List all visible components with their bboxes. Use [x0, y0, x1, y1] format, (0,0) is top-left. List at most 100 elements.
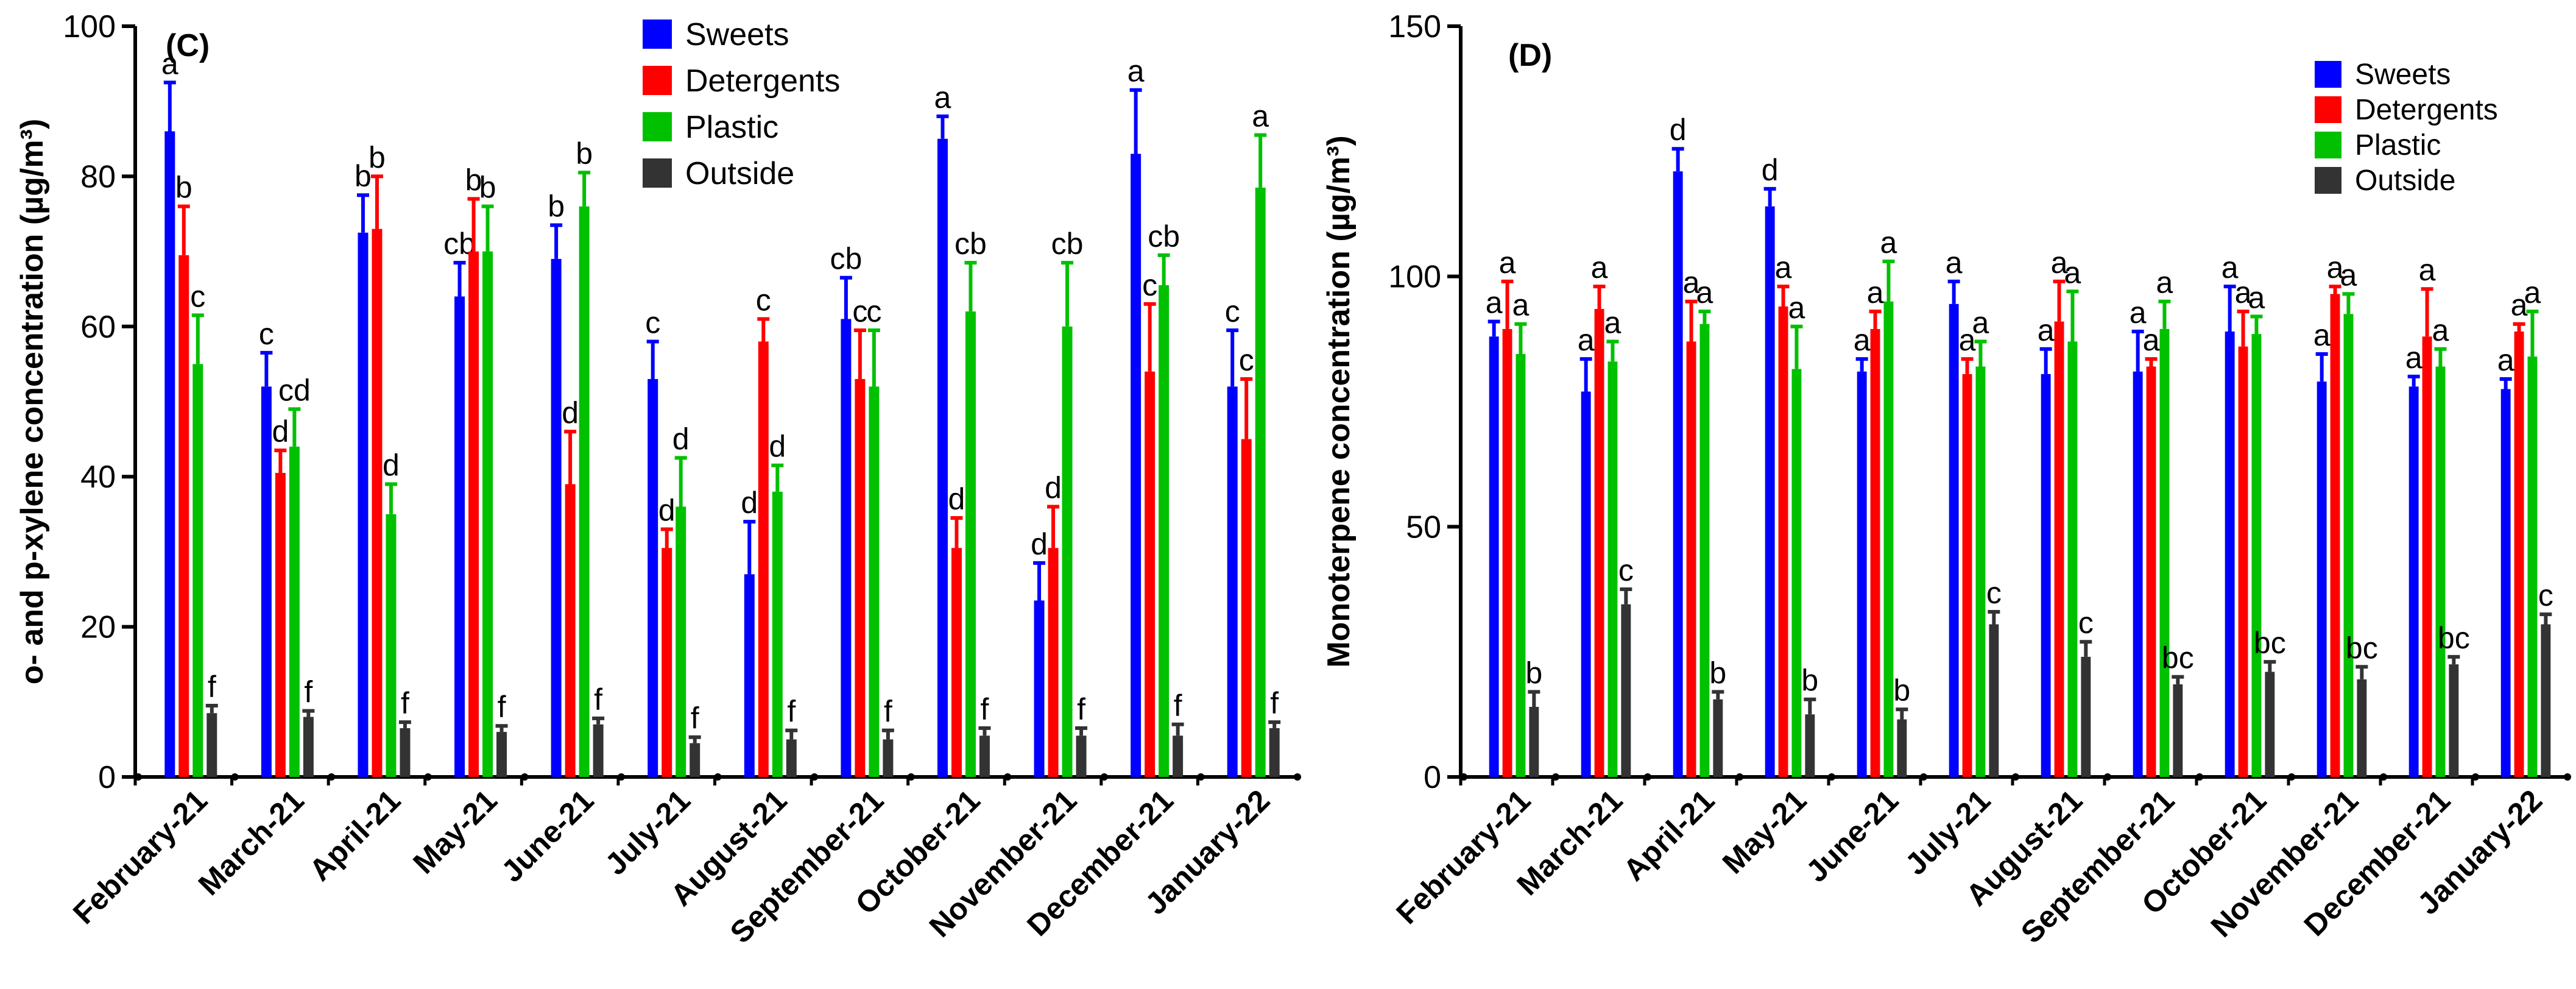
x-tick-label: May-21 [406, 783, 503, 880]
axis-dot [2288, 773, 2295, 781]
y-tick-label: 20 [80, 610, 116, 645]
significance-letter: d [658, 493, 676, 527]
axis-dot [424, 773, 432, 781]
axis-dot [1460, 773, 1467, 781]
significance-letter: c [2538, 578, 2553, 612]
legend-label-detergents: Detergents [685, 63, 840, 99]
bar-plastic-june-21 [579, 206, 590, 777]
significance-letter: c [645, 305, 660, 339]
significance-letter: c [1618, 553, 1634, 587]
significance-letter: a [1127, 54, 1145, 88]
y-tick-label: 100 [1388, 260, 1441, 295]
bar-plastic-november-21 [1062, 326, 1073, 777]
chart-panel-D: 0 50 100 150 Monoterpene concentration (µg/m… [1321, 9, 2571, 950]
legend-label-sweets: Sweets [685, 17, 789, 52]
significance-letter: a [2130, 296, 2147, 330]
bar-plastic-august-21 [772, 491, 783, 777]
significance-letter: d [383, 448, 400, 483]
significance-letter: a [1591, 250, 1608, 285]
axis-dot [2196, 773, 2203, 781]
significance-letter: a [1696, 275, 1713, 310]
significance-letter: a [1880, 225, 1897, 260]
axis-dot [2012, 773, 2019, 781]
bar-outside-november-21 [2357, 679, 2367, 777]
panel-label: (D) [1508, 38, 1552, 73]
bar-plastic-december-21 [1159, 285, 1170, 777]
axis-dot [135, 773, 142, 781]
significance-letter: f [594, 682, 602, 717]
y-axis-title: o- and p-xylene concentration (µg/m³) [15, 119, 50, 684]
significance-letter: bc [2162, 641, 2194, 675]
significance-letter: b [1525, 656, 1542, 690]
bar-outside-february-21 [1529, 707, 1539, 777]
bar-detergents-december-21 [1145, 371, 1156, 777]
significance-letter: a [1867, 275, 1884, 310]
bar-plastic-april-21 [386, 514, 397, 777]
axis-dot [1100, 773, 1108, 781]
axis-dot [1736, 773, 1743, 781]
y-tick-label: 0 [98, 760, 116, 795]
significance-letter: a [2327, 250, 2344, 285]
bar-detergents-october-21 [2238, 346, 2248, 777]
significance-letter: a [1683, 266, 1700, 300]
bar-sweets-july-21 [648, 379, 658, 777]
bar-plastic-march-21 [289, 446, 300, 777]
significance-letter: d [562, 395, 579, 430]
significance-letter: b [369, 140, 386, 174]
bar-detergents-july-21 [662, 548, 672, 777]
bar-sweets-september-21 [841, 319, 852, 777]
axis-dot [328, 773, 336, 781]
bar-sweets-july-21 [1949, 303, 1959, 778]
bar-detergents-may-21 [1778, 306, 1788, 777]
axis-dot [1644, 773, 1651, 781]
significance-letter: a [1252, 99, 1269, 133]
significance-letter: f [980, 692, 989, 726]
x-tick-label: April-21 [303, 783, 407, 887]
axis-dot [1552, 773, 1559, 781]
significance-letter: bc [2254, 626, 2286, 660]
axis-dot [2472, 773, 2479, 781]
bar-detergents-august-21 [758, 341, 769, 777]
legend-label-outside: Outside [2355, 165, 2455, 197]
bar-detergents-november-21 [2330, 294, 2340, 777]
significance-letter: c [1142, 268, 1157, 302]
bar-sweets-november-21 [1034, 600, 1045, 777]
bar-detergents-april-21 [372, 229, 383, 777]
bar-detergents-february-21 [1502, 328, 1512, 777]
legend-swatch-plastic [643, 112, 672, 141]
axis-dot [1004, 773, 1012, 781]
axis-dot [2104, 773, 2111, 781]
legend-label-plastic: Plastic [685, 110, 778, 145]
axis-dot [2380, 773, 2387, 781]
significance-letter: a [2313, 318, 2331, 352]
significance-letter: cb [955, 227, 987, 261]
significance-letter: a [2235, 275, 2252, 310]
bar-sweets-december-21 [2408, 386, 2419, 777]
bar-sweets-january-22 [1227, 386, 1238, 777]
significance-letter: b [465, 163, 482, 197]
significance-letter: bc [2438, 621, 2470, 655]
bar-sweets-january-22 [2500, 389, 2511, 777]
bar-detergents-october-21 [951, 548, 962, 777]
chart-panel-C: 0 20 40 60 80 100 o- and p-xylene concentratio… [15, 9, 1301, 950]
x-tick-label: June-21 [495, 783, 600, 888]
panel-label: (C) [166, 28, 210, 63]
significance-letter: f [787, 695, 796, 729]
axis-dot [1828, 773, 1835, 781]
axis-dot [811, 773, 819, 781]
significance-letter: c [852, 294, 867, 328]
bar-outside-february-21 [206, 713, 217, 777]
bar-outside-may-21 [1805, 714, 1815, 777]
y-tick-label: 0 [1424, 760, 1441, 795]
bar-detergents-july-21 [1962, 374, 1972, 777]
legend-label-detergents: Detergents [2355, 94, 2498, 126]
bar-outside-october-21 [2265, 672, 2275, 777]
significance-letter: d [672, 422, 690, 456]
significance-letter: b [355, 159, 372, 193]
significance-letter: a [1788, 291, 1805, 325]
significance-letter: a [1604, 305, 1621, 339]
significance-letter: a [2497, 343, 2514, 377]
bar-sweets-may-21 [454, 296, 465, 777]
significance-letter: a [1972, 305, 1989, 339]
